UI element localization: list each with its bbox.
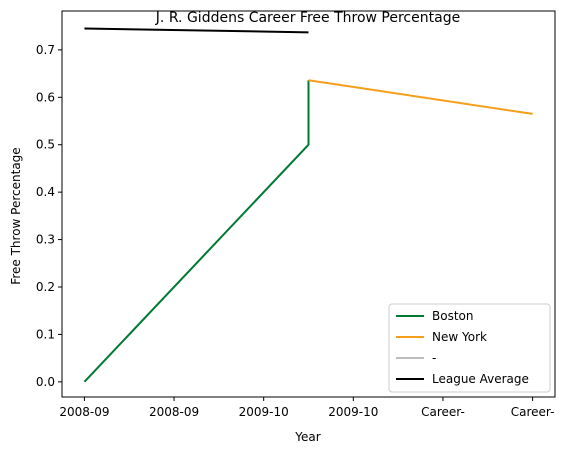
x-tick-label: 2008-09 bbox=[149, 405, 199, 419]
legend-box bbox=[388, 303, 551, 393]
plot-frame bbox=[61, 10, 556, 398]
legend-label-3: League Average bbox=[432, 372, 529, 386]
y-tick-label: 0.6 bbox=[36, 90, 55, 104]
legend-label-1: New York bbox=[432, 330, 487, 344]
y-tick-label: 0.5 bbox=[36, 138, 55, 152]
x-tick-label: 2009-10 bbox=[328, 405, 378, 419]
series-line-1 bbox=[308, 79, 533, 115]
y-axis: 0.0 0.1 0.2 0.3 0.4 0.5 0.6 0.7 bbox=[36, 43, 62, 389]
y-tick-label: 0.3 bbox=[36, 233, 55, 247]
x-tick-label: Career- bbox=[511, 405, 555, 419]
legend: Boston New York - League Average bbox=[388, 303, 551, 393]
y-tick-label: 0.0 bbox=[36, 375, 55, 389]
x-tick-label: Career- bbox=[421, 405, 465, 419]
y-tick-label: 0.2 bbox=[36, 280, 55, 294]
chart-title: J. R. Giddens Career Free Throw Percenta… bbox=[155, 10, 460, 26]
series-line-0 bbox=[83, 80, 310, 383]
y-tick-label: 0.7 bbox=[36, 43, 55, 57]
y-axis-title: Free Throw Percentage bbox=[9, 147, 23, 284]
y-tick-label: 0.4 bbox=[36, 185, 55, 199]
x-tick-label: 2009-10 bbox=[239, 405, 289, 419]
series-line-3 bbox=[84, 27, 309, 34]
x-tick-label: 2008-09 bbox=[59, 405, 109, 419]
series-lines bbox=[83, 27, 533, 383]
plot-area bbox=[61, 10, 556, 398]
x-axis: 2008-09 2008-09 2009-10 2009-10 Career- Caree… bbox=[59, 397, 554, 419]
legend-label-0: Boston bbox=[432, 309, 473, 323]
x-axis-title: Year bbox=[294, 430, 320, 444]
legend-label-2: - bbox=[432, 351, 436, 365]
y-tick-label: 0.1 bbox=[36, 327, 55, 341]
